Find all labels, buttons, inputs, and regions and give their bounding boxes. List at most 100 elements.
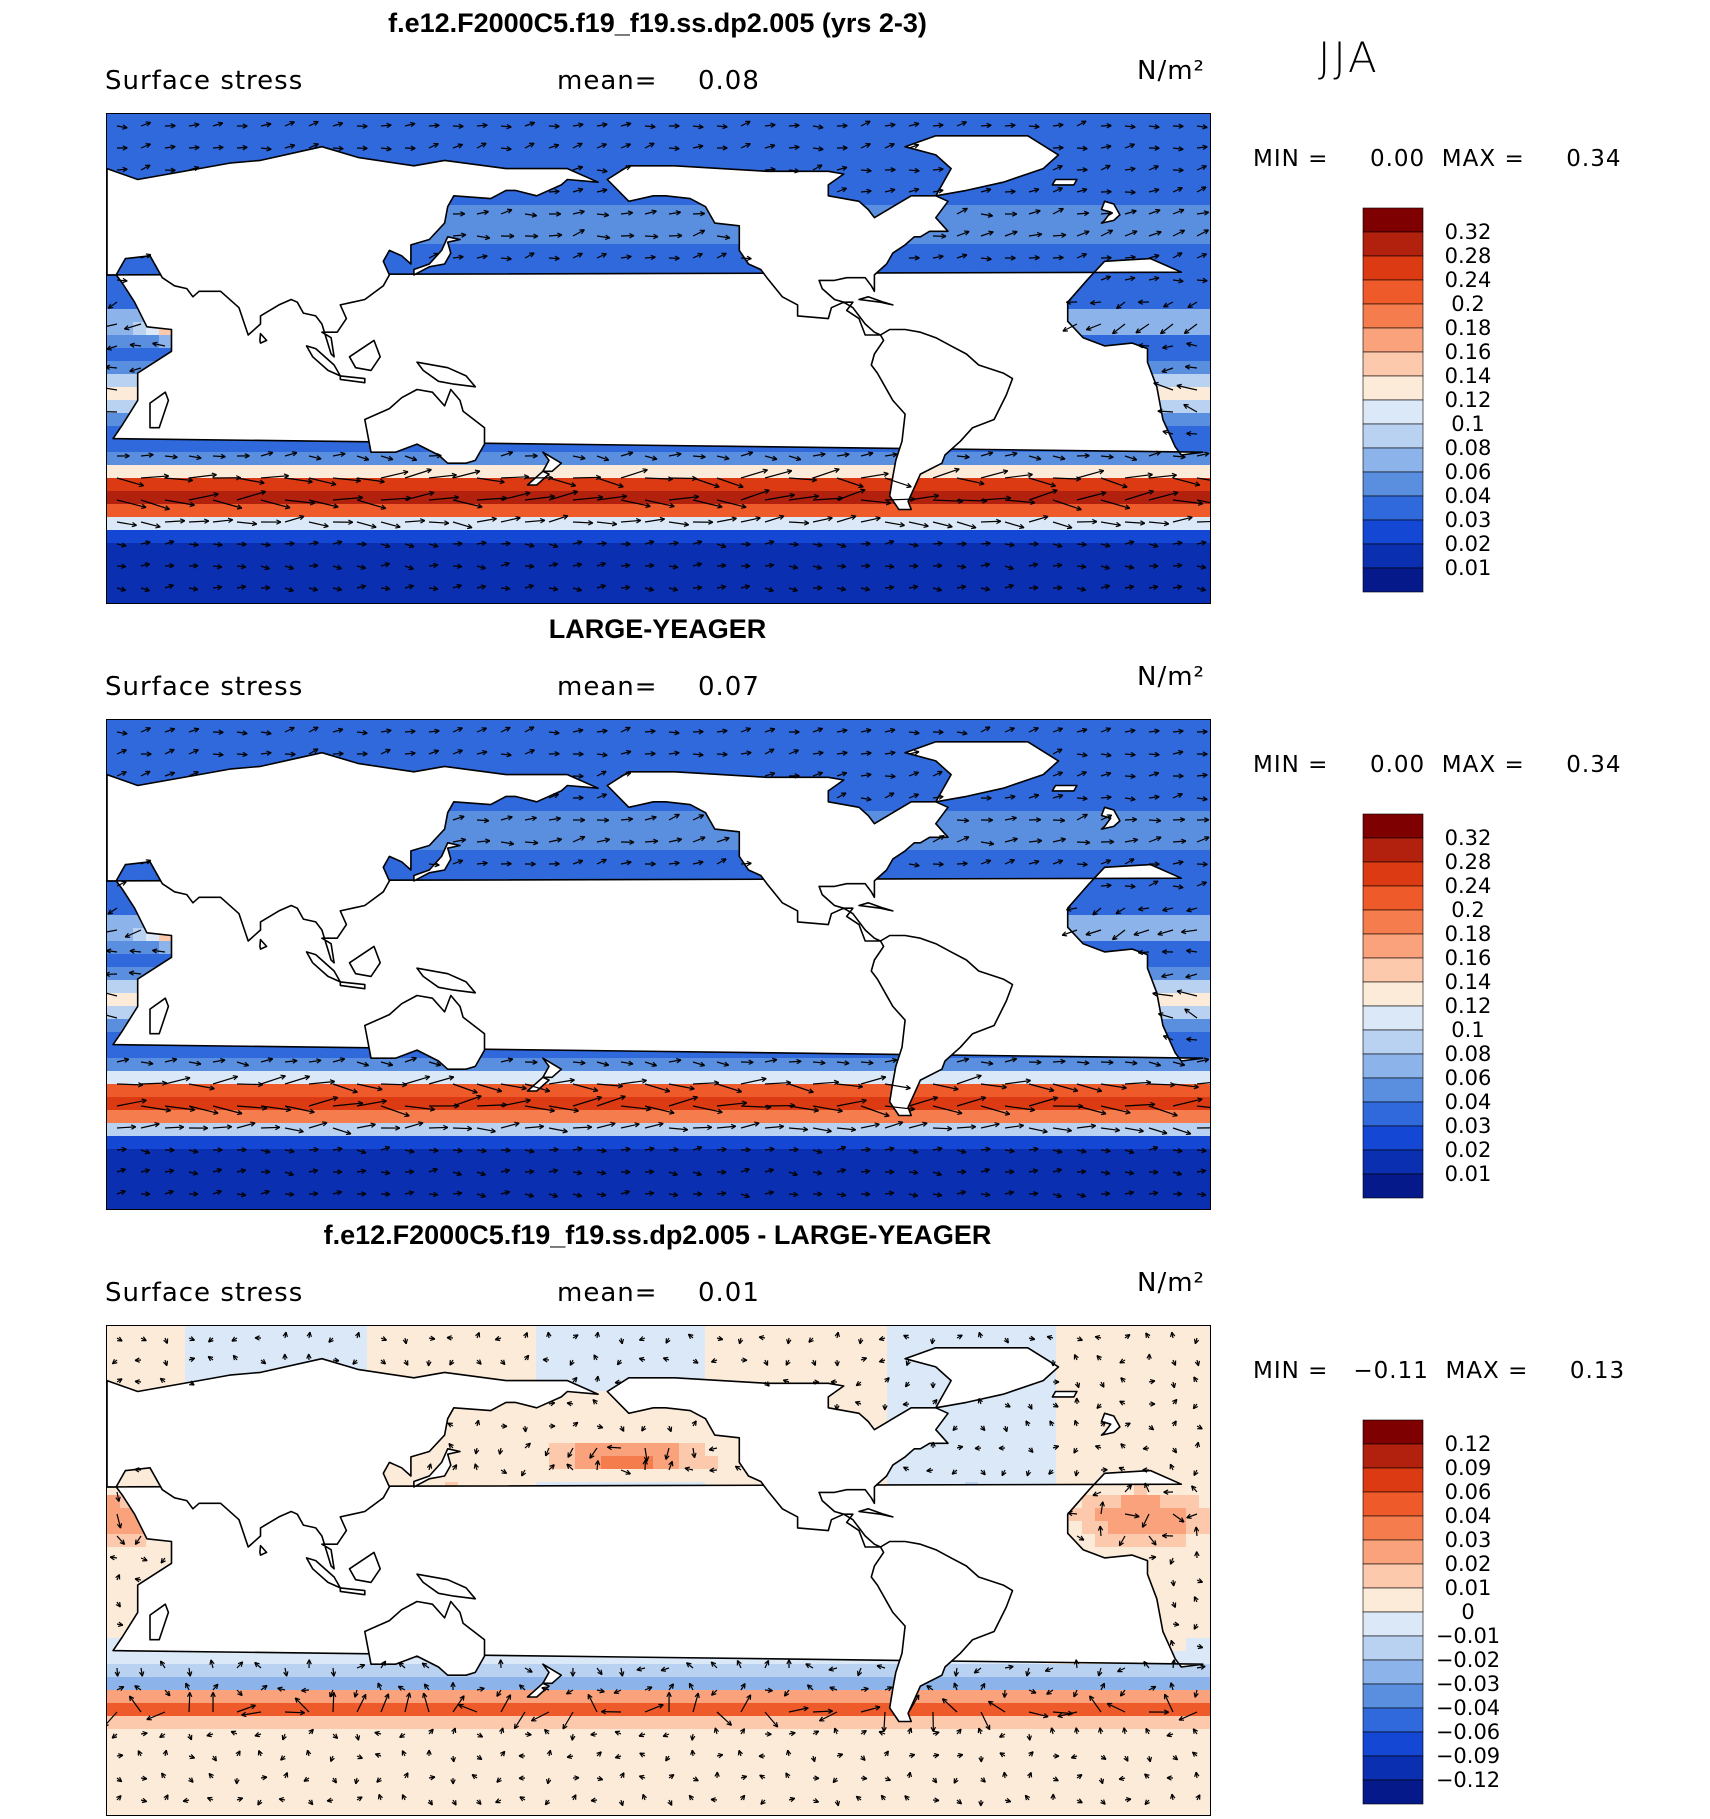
wind-vector-head — [274, 1124, 281, 1128]
wind-vector — [836, 792, 847, 799]
wind-vector-head — [170, 728, 176, 733]
panel-observation: LARGE-YEAGER Surface stress mean= 0.07 N… — [0, 606, 1710, 1212]
wind-vector-head — [280, 1755, 283, 1761]
wind-vector — [836, 515, 857, 523]
wind-vector-head — [267, 1057, 273, 1060]
wind-vector-head — [338, 751, 344, 755]
colorbar-swatch — [1362, 543, 1424, 569]
wind-vector — [134, 1535, 142, 1545]
colorbar-swatch — [1362, 231, 1424, 257]
wind-vector — [548, 587, 558, 591]
wind-vector-head — [1002, 1084, 1007, 1088]
wind-vector-head — [578, 773, 584, 777]
colorbar-tick-label: 0.02 — [1445, 532, 1492, 556]
wind-vector-head — [481, 540, 487, 544]
wind-vector-head — [361, 541, 367, 545]
wind-vector-head — [745, 585, 751, 590]
wind-vector-head — [721, 1148, 727, 1153]
wind-vector — [548, 1127, 568, 1133]
wind-vector-head — [638, 1357, 644, 1363]
colorbar-swatch — [1362, 567, 1424, 593]
wind-vector-head — [313, 541, 319, 546]
wind-vector — [836, 477, 864, 488]
wind-vector — [1162, 430, 1174, 435]
wind-vector-head — [1152, 992, 1158, 997]
wind-vector-head — [1197, 1360, 1201, 1366]
wind-vector-head — [959, 1728, 962, 1735]
wind-vector — [212, 1190, 222, 1195]
wind-vector — [404, 455, 417, 461]
wind-vector-head — [1082, 864, 1088, 868]
wind-vector-head — [1150, 1380, 1156, 1385]
wind-vector-head — [1154, 165, 1159, 171]
wind-vector-head — [500, 1361, 506, 1366]
wind-vector — [428, 1193, 438, 1196]
wind-vector-head — [577, 165, 583, 168]
wind-vector-head — [1171, 1361, 1176, 1366]
wind-vector-head — [619, 482, 624, 488]
wind-vector-head — [902, 1466, 907, 1472]
wind-vector-head — [264, 1189, 270, 1192]
wind-vector — [476, 517, 497, 523]
wind-vector-head — [987, 451, 994, 454]
wind-vector-head — [162, 1749, 167, 1755]
wind-vector — [236, 1661, 244, 1669]
wind-vector-head — [906, 486, 912, 489]
wind-vector — [356, 1061, 369, 1067]
wind-vector-head — [121, 563, 127, 568]
wind-vector — [524, 213, 537, 217]
wind-vector — [764, 144, 776, 149]
wind-vector-head — [1010, 255, 1016, 259]
wind-vector — [740, 517, 761, 523]
wind-vector-head — [1058, 145, 1064, 149]
wind-vector-head — [218, 146, 224, 151]
wind-vector-head — [1002, 1692, 1006, 1698]
wind-vector-head — [1162, 1129, 1168, 1134]
wind-vector — [740, 1122, 760, 1129]
wind-vector-head — [580, 210, 585, 215]
wind-vector-head — [844, 453, 850, 458]
wind-vector — [620, 451, 634, 457]
wind-vector-head — [880, 1075, 886, 1078]
wind-vector-head — [1193, 1376, 1199, 1381]
wind-vector-head — [1105, 542, 1111, 547]
wind-vector-head — [914, 730, 920, 734]
wind-vector-head — [946, 1128, 953, 1132]
wind-vector-head — [1059, 819, 1066, 824]
wind-vector-head — [1146, 1081, 1152, 1086]
wind-vector-head — [330, 1671, 335, 1677]
wind-vector — [572, 229, 585, 237]
colorbar-swatch — [1362, 519, 1424, 545]
wind-vector-head — [275, 1126, 281, 1131]
wind-vector-head — [241, 1149, 247, 1153]
wind-vector-head — [695, 1420, 697, 1426]
wind-vector-head — [119, 1601, 121, 1608]
wind-vector-head — [793, 1146, 799, 1150]
wind-vector-head — [938, 168, 944, 173]
wind-vector-head — [625, 543, 631, 547]
wind-vector-head — [1178, 728, 1184, 732]
wind-vector-head — [934, 495, 940, 499]
wind-vector — [1052, 564, 1062, 567]
wind-vector — [740, 1193, 750, 1198]
wind-vector-head — [210, 1692, 214, 1698]
wind-vector-head — [1161, 1132, 1168, 1135]
wind-vector-head — [169, 1169, 175, 1174]
wind-vector-head — [651, 209, 657, 212]
wind-vector — [908, 1193, 918, 1197]
wind-vector — [1052, 165, 1063, 171]
wind-vector-head — [1011, 815, 1017, 819]
wind-vector-head — [1026, 1079, 1031, 1084]
wind-vector-head — [1184, 1008, 1188, 1014]
wind-vector-head — [340, 1058, 346, 1063]
wind-vector-head — [980, 1472, 986, 1476]
wind-vector-head — [744, 1196, 750, 1199]
wind-vector-head — [601, 562, 606, 568]
wind-vector — [740, 143, 751, 149]
wind-vector — [980, 1168, 990, 1173]
wind-vector — [146, 1711, 166, 1721]
wind-vector-head — [676, 451, 682, 455]
wind-vector-head — [1081, 1169, 1087, 1173]
wind-vector-head — [473, 1449, 477, 1455]
wind-vector — [1124, 256, 1136, 259]
